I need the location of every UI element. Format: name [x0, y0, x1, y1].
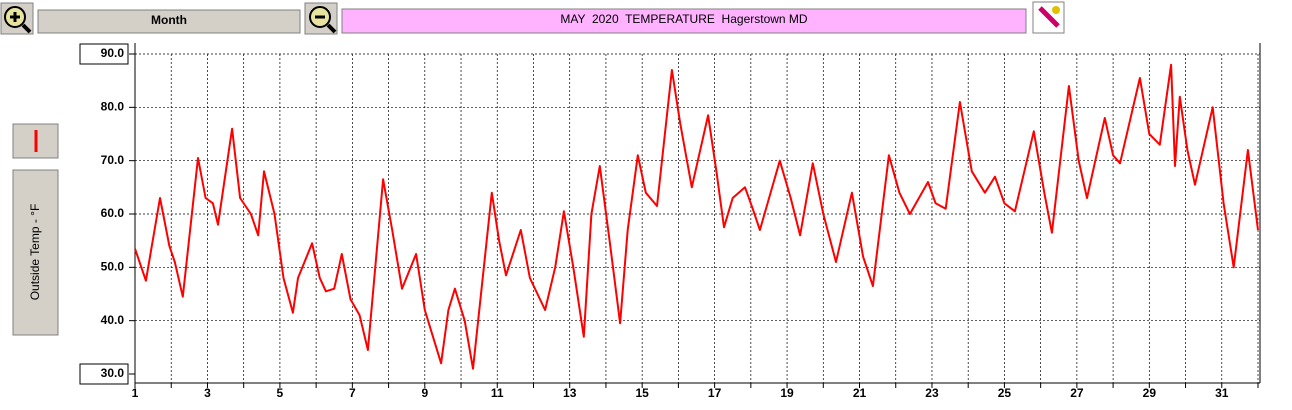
period-label: Month — [151, 13, 187, 27]
legend-button[interactable] — [12, 123, 59, 159]
y-tick-label: 30.0 — [101, 366, 125, 380]
y-tick-box — [79, 43, 129, 65]
title-box — [341, 8, 1027, 34]
x-tick-label: 27 — [1070, 386, 1084, 400]
settings-button[interactable] — [1032, 1, 1065, 34]
x-tick-label: 29 — [1143, 386, 1157, 400]
y-tick-box — [79, 363, 129, 385]
chart-title: MAY 2020 TEMPERATURE Hagerstown MD — [560, 12, 808, 26]
x-tick-label: 23 — [925, 386, 939, 400]
y-tick-label: 50.0 — [101, 260, 125, 274]
x-tick-label: 31 — [1215, 386, 1229, 400]
temperature-line — [134, 63, 1259, 370]
x-tick-label: 15 — [635, 386, 649, 400]
y-tick-label: 60.0 — [101, 206, 125, 220]
plot-area: 30.040.050.060.070.080.090.01 3 5 7 9 11 13 15 1… — [79, 43, 1261, 400]
x-tick-label: 3 — [204, 386, 211, 400]
ylabel-button[interactable] — [12, 169, 59, 336]
y-axis-label: Outside Temp - °F — [28, 204, 42, 301]
x-tick-label: 13 — [563, 386, 577, 400]
x-tick-label: 11 — [491, 386, 504, 400]
y-tick-label: 70.0 — [101, 153, 125, 167]
x-tick-label: 17 — [708, 386, 722, 400]
x-tick-label: 25 — [998, 386, 1012, 400]
y-tick-label: 40.0 — [101, 313, 125, 327]
x-tick-label: 19 — [780, 386, 794, 400]
x-tick-label: 9 — [421, 386, 428, 400]
x-tick-label: 5 — [277, 386, 284, 400]
zoom-in-button[interactable] — [0, 2, 34, 35]
y-tick-label: 80.0 — [101, 100, 125, 114]
period-button[interactable] — [37, 9, 301, 34]
y-tick-label: 90.0 — [101, 46, 125, 60]
x-tick-label: 21 — [853, 386, 867, 400]
x-tick-label: 1 — [132, 386, 139, 400]
x-tick-label: 7 — [349, 386, 356, 400]
zoom-out-button[interactable] — [304, 2, 338, 35]
